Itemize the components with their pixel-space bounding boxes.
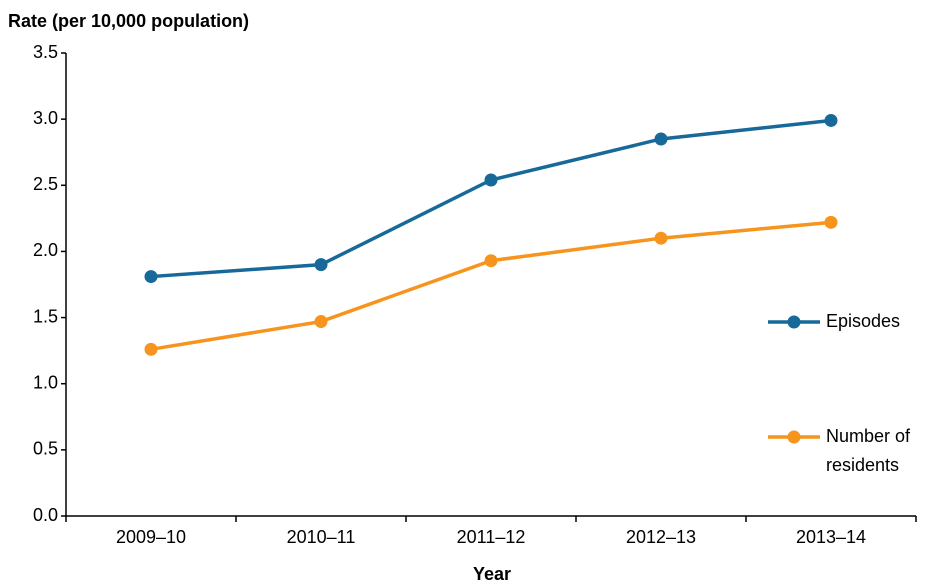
legend-label: Number of residents [826,426,911,475]
x-tick-label: 2013–14 [796,527,866,547]
y-tick-label: 1.0 [33,372,58,392]
legend-label: Episodes [826,311,901,331]
series-line [150,118,832,279]
x-tick-label: 2009–10 [116,527,186,547]
data-point [144,270,158,284]
y-tick-label: 0.0 [33,505,58,525]
data-point [654,132,668,146]
data-point [484,254,498,268]
x-tick-label: 2011–12 [457,527,526,547]
data-point [484,173,498,187]
x-tick-label: 2010–11 [287,527,356,547]
data-point [824,113,838,127]
data-point [824,215,838,229]
data-point [654,231,668,245]
x-tick-label: 2012–13 [626,527,696,547]
y-tick-label: 2.0 [33,240,58,260]
data-point [144,342,158,356]
legend-swatch-marker [787,315,801,329]
y-tick-label: 2.5 [33,174,58,194]
legend-swatch-marker [787,430,801,444]
series-line [150,220,832,352]
y-tick-label: 1.5 [33,306,58,326]
y-axis-title: Rate (per 10,000 population) [8,11,249,31]
y-tick-label: 0.5 [33,439,58,459]
data-point [314,315,328,329]
x-axis-title: Year [473,564,511,584]
y-tick-label: 3.5 [33,42,58,62]
y-tick-label: 3.0 [33,108,58,128]
data-point [314,258,328,272]
